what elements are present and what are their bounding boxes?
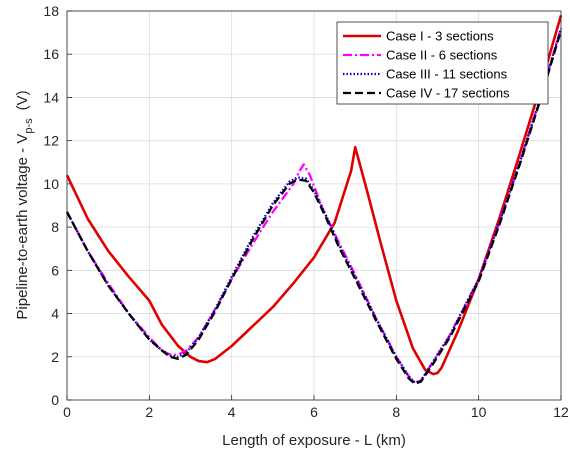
x-tick-labels: 0 2 4 6 8 10 12	[63, 404, 569, 420]
y-tick-label: 18	[43, 3, 59, 19]
y-tick-label: 4	[51, 306, 59, 322]
legend-label-case-2: Case II - 6 sections	[386, 48, 498, 63]
series-lines	[65, 14, 563, 385]
legend-box	[336, 21, 549, 105]
legend: Case I - 3 sections Case II - 6 sections…	[336, 21, 549, 105]
x-tick-label: 10	[471, 404, 487, 420]
x-tick-label: 2	[145, 404, 153, 420]
plot-frame	[66, 10, 562, 401]
x-tick-label: 6	[310, 404, 318, 420]
y-axis-label-main: Pipeline-to-earth voltage - V	[14, 134, 31, 320]
x-tick-label: 0	[63, 404, 71, 420]
y-tick-label: 8	[51, 219, 59, 235]
y-axis-label: Pipeline-to-earth voltage - Vp-s (V)	[14, 90, 35, 319]
y-tick-label: 10	[43, 176, 59, 192]
y-tick-label: 12	[43, 133, 59, 149]
legend-label-case-4: Case IV - 17 sections	[386, 86, 510, 101]
y-axis-label-unit: (V)	[14, 90, 31, 110]
legend-label-case-3: Case III - 11 sections	[386, 67, 508, 82]
y-tick-label: 14	[43, 89, 59, 105]
series-line-case-1	[65, 14, 563, 376]
legend-label-case-1: Case I - 3 sections	[386, 29, 494, 44]
y-axis-label-subscript: p-s	[23, 118, 35, 134]
y-tick-label: 16	[43, 46, 59, 62]
x-tick-label: 4	[228, 404, 236, 420]
y-tick-label: 2	[51, 349, 59, 365]
x-axis-label: Length of exposure - L (km)	[222, 432, 406, 449]
y-tick-labels: 0 2 4 6 8 10 12 14 16 18	[43, 3, 59, 408]
series-line-case-4	[65, 30, 563, 385]
y-tick-label: 0	[51, 392, 59, 408]
y-tick-label: 6	[51, 262, 59, 278]
x-tick-label: 12	[553, 404, 569, 420]
x-tick-label: 8	[392, 404, 400, 420]
